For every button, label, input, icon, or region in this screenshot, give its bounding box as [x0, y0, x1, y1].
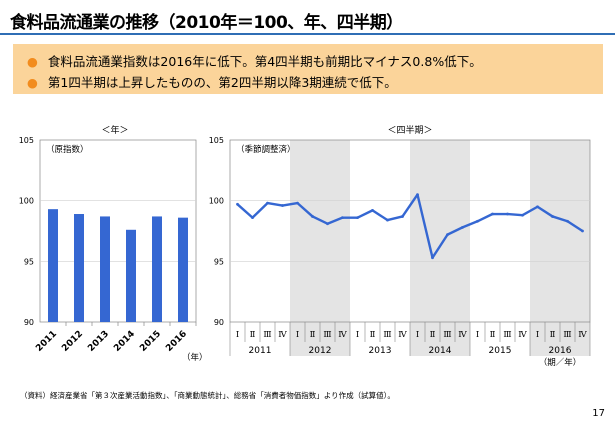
y-tick-label: 90 [214, 318, 224, 327]
y-tick-label: 100 [209, 197, 224, 206]
data-point [566, 219, 569, 223]
quarter-label: Ⅳ [518, 330, 527, 340]
quarter-label: Ⅱ [250, 330, 256, 340]
data-point [326, 222, 329, 226]
page-number: 17 [592, 408, 605, 419]
quarter-label: Ⅳ [458, 330, 467, 340]
year-shade [290, 140, 350, 322]
quarter-label: Ⅱ [370, 330, 376, 340]
data-point [491, 212, 494, 216]
chart-annotation: （原指数） [46, 144, 89, 155]
quarter-label: Ⅲ [503, 330, 511, 340]
x-tick-label: 2011 [34, 329, 59, 354]
quarter-label: Ⅰ [536, 330, 539, 340]
data-point [281, 204, 284, 207]
chart-title: ＜年＞ [101, 124, 128, 136]
year-label: 2011 [249, 346, 272, 356]
chart-annotation: （季節調整済） [236, 144, 296, 155]
series-line [236, 193, 584, 259]
bar [178, 217, 188, 322]
x-unit-label: （期／年） [539, 357, 582, 368]
x-tick-label: 2013 [86, 329, 111, 354]
quarter-label: Ⅱ [490, 330, 496, 340]
bar [152, 216, 162, 322]
quarter-label: Ⅳ [338, 330, 347, 340]
summary-bullet: ● 第1四半期は上昇したものの、第2四半期以降3期連続で低下。 [27, 72, 397, 91]
data-point [371, 208, 374, 212]
bar [126, 229, 136, 322]
data-point [311, 215, 314, 218]
quarter-label: Ⅰ [476, 330, 479, 340]
plot-frame [39, 139, 197, 323]
data-point [551, 215, 554, 218]
data-point [446, 233, 449, 237]
quarter-label: Ⅳ [578, 330, 587, 340]
year-label: 2014 [429, 346, 452, 356]
chart-title: ＜四半期＞ [387, 124, 432, 136]
data-point [581, 229, 584, 233]
y-tick-label: 105 [19, 136, 34, 145]
quarter-label: Ⅰ [236, 330, 239, 340]
x-unit-label: （年） [182, 352, 208, 363]
quarter-label: Ⅳ [278, 330, 287, 340]
x-tick-label: 2016 [164, 329, 189, 354]
quarter-label: Ⅰ [356, 330, 359, 340]
year-label: 2013 [369, 346, 392, 356]
year-label: 2015 [489, 346, 512, 356]
quarter-label: Ⅱ [310, 330, 316, 340]
year-shade [410, 140, 470, 322]
data-point [266, 201, 269, 205]
data-point [431, 256, 434, 260]
data-point [251, 216, 254, 220]
summary-text: 第1四半期は上昇したものの、第2四半期以降3期連続で低下。 [47, 75, 397, 90]
data-point [401, 215, 404, 218]
y-tick-label: 95 [24, 257, 34, 266]
quarter-label: Ⅱ [430, 330, 436, 340]
data-point [536, 205, 539, 209]
year-label: 2012 [309, 346, 332, 356]
x-tick-label: 2015 [138, 329, 163, 354]
bullet-dot-icon: ● [27, 75, 38, 90]
quarter-label: Ⅲ [563, 330, 571, 340]
quarter-label: Ⅲ [443, 330, 451, 340]
y-tick-label: 105 [209, 136, 224, 145]
data-point [296, 201, 299, 205]
bar [100, 216, 110, 322]
source-note: （資料）経済産業省「第３次産業活動指数」、「商業動態統計」、総務省「消費者物価指… [20, 391, 395, 400]
data-point [236, 202, 239, 206]
quarter-label: Ⅲ [263, 330, 271, 340]
x-tick-label: 2014 [112, 329, 137, 354]
x-tick-label: 2012 [60, 329, 85, 354]
quarter-label: Ⅲ [323, 330, 331, 340]
title-divider [0, 33, 615, 35]
year-shade [530, 140, 590, 322]
summary-bullet: ● 食料品流通業指数は2016年に低下。第4四半期も前期比マイナス0.8%低下。 [27, 51, 482, 70]
page-title: 食料品流通業の推移（2010年＝100、年、四半期） [10, 13, 403, 33]
bar [74, 214, 84, 322]
data-point [416, 193, 419, 197]
summary-box: ● 食料品流通業指数は2016年に低下。第4四半期も前期比マイナス0.8%低下。 … [13, 44, 603, 94]
data-point [341, 216, 344, 220]
bar [48, 209, 58, 322]
quarter-label: Ⅳ [398, 330, 407, 340]
data-point [386, 218, 389, 222]
y-tick-label: 100 [19, 197, 34, 206]
quarter-label: Ⅲ [383, 330, 391, 340]
quarter-label: Ⅰ [296, 330, 299, 340]
bullet-dot-icon: ● [27, 54, 38, 69]
data-point [521, 213, 524, 217]
quarter-label: Ⅰ [416, 330, 419, 340]
y-tick-label: 90 [24, 318, 34, 327]
data-point [461, 225, 464, 229]
quarter-label: Ⅱ [550, 330, 556, 340]
y-tick-label: 95 [214, 257, 224, 266]
data-point [356, 216, 359, 220]
year-label: 2016 [549, 346, 572, 356]
summary-text: 食料品流通業指数は2016年に低下。第4四半期も前期比マイナス0.8%低下。 [47, 54, 482, 69]
data-point [476, 219, 479, 223]
data-point [506, 212, 509, 216]
